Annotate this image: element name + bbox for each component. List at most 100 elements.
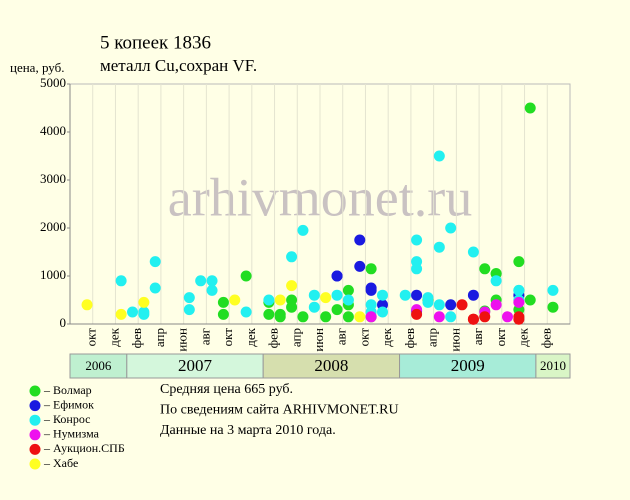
data-point <box>331 304 343 316</box>
year-band <box>535 353 571 379</box>
data-point <box>149 256 161 268</box>
data-point <box>274 294 286 306</box>
data-point <box>308 301 320 313</box>
x-tick-label: июн <box>175 328 190 352</box>
data-point <box>445 222 457 234</box>
year-band <box>262 353 401 379</box>
y-tick-label: 5000 <box>40 75 66 90</box>
data-point <box>445 299 457 311</box>
note: Средняя цена 665 руб. <box>160 382 293 397</box>
x-tick-label: июн <box>311 328 326 352</box>
y-axis-label: цена, руб. <box>10 60 64 75</box>
data-point <box>399 289 411 301</box>
data-point <box>308 289 320 301</box>
data-point <box>547 301 559 313</box>
data-point <box>263 308 275 320</box>
data-point <box>433 241 445 253</box>
data-point <box>81 299 93 311</box>
data-point <box>320 311 332 323</box>
x-tick-label: авг <box>197 328 212 345</box>
data-point <box>479 311 491 323</box>
legend-label: – Нумизма <box>43 427 100 441</box>
data-point <box>183 304 195 316</box>
data-point <box>206 275 218 287</box>
legend-label: – Ефимок <box>43 397 94 411</box>
x-tick-label: июн <box>447 328 462 352</box>
year-band <box>126 353 264 379</box>
data-point <box>411 263 423 275</box>
x-tick-label: окт <box>220 328 235 347</box>
data-point <box>411 289 423 301</box>
data-point <box>138 306 150 318</box>
legend-marker <box>29 385 41 397</box>
x-tick-label: фев <box>538 328 553 348</box>
data-point <box>411 308 423 320</box>
data-point <box>377 306 388 318</box>
data-point <box>411 234 423 246</box>
data-point <box>115 308 127 320</box>
data-point <box>524 102 536 114</box>
data-point <box>502 311 513 323</box>
legend-marker <box>29 400 41 412</box>
data-point <box>479 263 491 275</box>
data-point <box>365 311 377 323</box>
data-point <box>513 313 525 325</box>
data-point <box>206 284 218 296</box>
chart-title: 5 копеек 1836 <box>100 32 211 53</box>
data-point <box>138 296 150 308</box>
x-tick-label: окт <box>84 328 99 347</box>
data-point <box>331 289 343 301</box>
legend-marker <box>29 414 41 426</box>
x-tick-label: дек <box>243 327 258 346</box>
data-point <box>467 289 479 301</box>
legend-label: – Хабе <box>43 456 78 470</box>
x-tick-label: фев <box>129 328 144 348</box>
x-tick-label: авг <box>334 328 349 345</box>
data-point <box>342 284 354 296</box>
data-point <box>331 270 343 282</box>
data-point <box>490 299 502 311</box>
data-point <box>467 313 479 325</box>
data-point <box>354 311 366 323</box>
x-tick-label: фев <box>402 328 417 348</box>
x-tick-label: окт <box>493 328 508 347</box>
note: По сведениям сайта ARHIVMONET.RU <box>160 403 399 418</box>
x-tick-label: дек <box>106 327 121 346</box>
data-point <box>240 270 252 282</box>
y-tick-label: 2000 <box>40 219 66 234</box>
x-tick-label: окт <box>356 328 371 347</box>
data-point <box>320 292 332 304</box>
data-point <box>286 301 298 313</box>
data-point <box>456 299 468 311</box>
legend-label: – Волмар <box>43 383 92 397</box>
x-tick-label: апр <box>152 328 167 347</box>
data-point <box>274 311 286 323</box>
data-point <box>365 284 377 296</box>
chart-subtitle: металл Cu,сохран VF. <box>100 56 257 75</box>
data-point <box>217 308 229 320</box>
legend-marker <box>29 443 41 455</box>
data-point <box>127 306 138 318</box>
legend-label: – Аукцион.СПБ <box>43 441 125 455</box>
y-tick-label: 1000 <box>40 267 66 282</box>
data-point <box>195 275 207 287</box>
year-band <box>399 353 537 379</box>
data-point <box>183 292 195 304</box>
data-point <box>377 289 388 301</box>
x-tick-label: фев <box>266 328 281 348</box>
data-point <box>297 311 309 323</box>
data-point <box>524 294 536 306</box>
year-label: 2009 <box>451 356 485 375</box>
data-point <box>433 299 445 311</box>
legend-marker <box>29 458 41 470</box>
data-point <box>297 224 309 236</box>
y-tick-label: 0 <box>60 315 67 330</box>
data-point <box>547 284 559 296</box>
year-label: 2007 <box>178 356 213 375</box>
data-point <box>342 294 354 306</box>
data-point <box>513 284 525 296</box>
x-tick-label: апр <box>425 328 440 347</box>
data-point <box>229 294 241 306</box>
data-point <box>445 311 457 323</box>
